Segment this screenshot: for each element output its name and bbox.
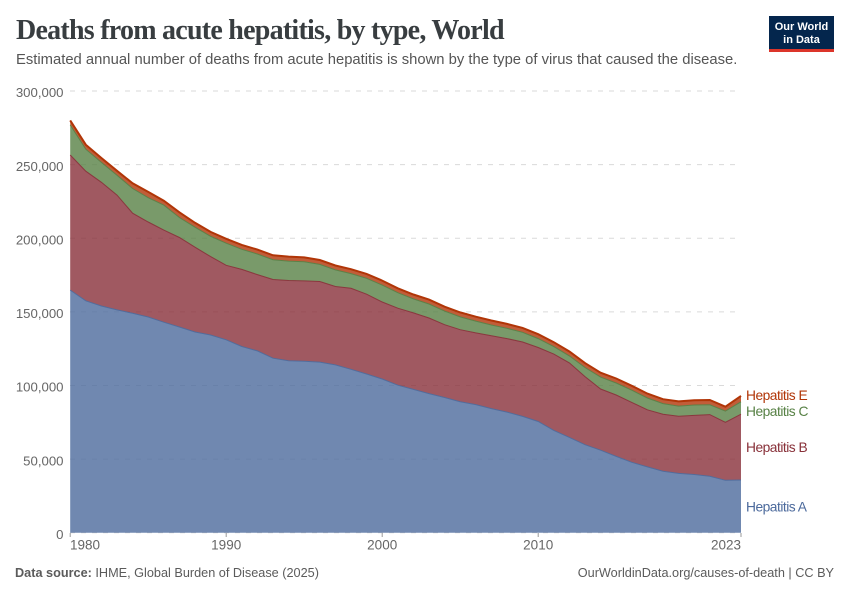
- svg-text:Hepatitis E: Hepatitis E: [746, 388, 808, 403]
- svg-text:100,000: 100,000: [16, 380, 64, 395]
- svg-text:300,000: 300,000: [16, 85, 64, 100]
- svg-text:1980: 1980: [70, 538, 100, 553]
- svg-text:2010: 2010: [523, 538, 553, 553]
- svg-text:50,000: 50,000: [23, 453, 63, 468]
- svg-text:2000: 2000: [367, 538, 397, 553]
- svg-text:250,000: 250,000: [16, 159, 64, 174]
- svg-text:Hepatitis A: Hepatitis A: [746, 500, 808, 515]
- svg-text:Hepatitis B: Hepatitis B: [746, 440, 808, 455]
- svg-text:1990: 1990: [211, 538, 241, 553]
- svg-text:150,000: 150,000: [16, 306, 64, 321]
- svg-text:2023: 2023: [711, 538, 741, 553]
- svg-text:200,000: 200,000: [16, 232, 64, 247]
- svg-text:0: 0: [56, 527, 63, 542]
- svg-text:Hepatitis C: Hepatitis C: [746, 404, 809, 419]
